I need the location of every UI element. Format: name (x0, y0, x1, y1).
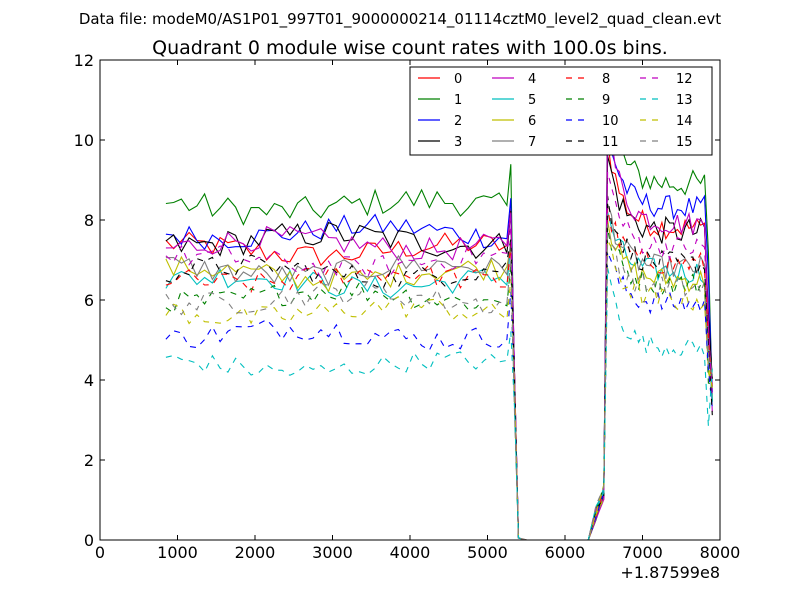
legend-label-0: 0 (454, 72, 462, 87)
chart-title: Quadrant 0 module wise count rates with … (152, 37, 668, 59)
series-line-10 (165, 251, 713, 540)
legend-label-2: 2 (454, 114, 462, 129)
chart-suptitle: Data file: modeM0/AS1P01_997T01_90000002… (79, 10, 721, 29)
x-tick-label: 4000 (390, 543, 431, 562)
y-tick-label: 6 (84, 291, 94, 310)
legend-box (409, 66, 713, 156)
series-line-6 (165, 219, 713, 540)
x-offset-label: +1.87599e8 (620, 563, 720, 582)
legend-label-13: 13 (676, 93, 693, 108)
y-tick-label: 8 (84, 211, 94, 230)
series-line-15 (165, 223, 713, 540)
series-line-13 (165, 267, 713, 540)
legend-label-8: 8 (602, 72, 610, 87)
legend-label-12: 12 (676, 72, 693, 87)
legend-label-6: 6 (528, 114, 536, 129)
legend-label-4: 4 (528, 72, 536, 87)
y-tick-label: 0 (84, 531, 94, 550)
axis-ticks: 0 1000 2000 3000 4000 5000 6000 7000 80000246810… (74, 51, 741, 562)
series-line-4 (165, 119, 713, 540)
series-line-8 (165, 207, 713, 540)
x-tick-label: 7000 (622, 543, 663, 562)
legend-label-1: 1 (454, 93, 462, 108)
x-tick-label: 1000 (157, 543, 198, 562)
x-tick-label: 3000 (312, 543, 353, 562)
series-line-3 (165, 155, 713, 540)
legend-label-5: 5 (528, 93, 536, 108)
series-line-12 (165, 171, 713, 540)
legend-label-9: 9 (602, 93, 610, 108)
series-line-2 (165, 127, 713, 540)
series-line-14 (165, 239, 713, 540)
legend-label-3: 3 (454, 135, 462, 150)
legend-label-7: 7 (528, 135, 536, 150)
series-layer (165, 99, 713, 540)
series-line-7 (165, 203, 713, 540)
series-line-0 (165, 139, 713, 540)
legend-label-14: 14 (676, 114, 693, 129)
y-tick-label: 10 (74, 131, 94, 150)
y-tick-label: 2 (84, 451, 94, 470)
legend-label-11: 11 (602, 135, 619, 150)
x-tick-label: 2000 (235, 543, 276, 562)
y-tick-label: 12 (74, 51, 94, 70)
series-line-9 (165, 227, 713, 540)
series-line-11 (165, 195, 713, 540)
legend-label-15: 15 (676, 135, 693, 150)
x-tick-label: 0 (95, 543, 105, 562)
x-tick-label: 5000 (467, 543, 508, 562)
x-tick-label: 6000 (545, 543, 586, 562)
legend-label-10: 10 (602, 114, 619, 129)
x-tick-label: 8000 (700, 543, 741, 562)
series-line-5 (165, 211, 713, 540)
series-line-1 (165, 99, 713, 540)
y-tick-label: 4 (84, 371, 94, 390)
